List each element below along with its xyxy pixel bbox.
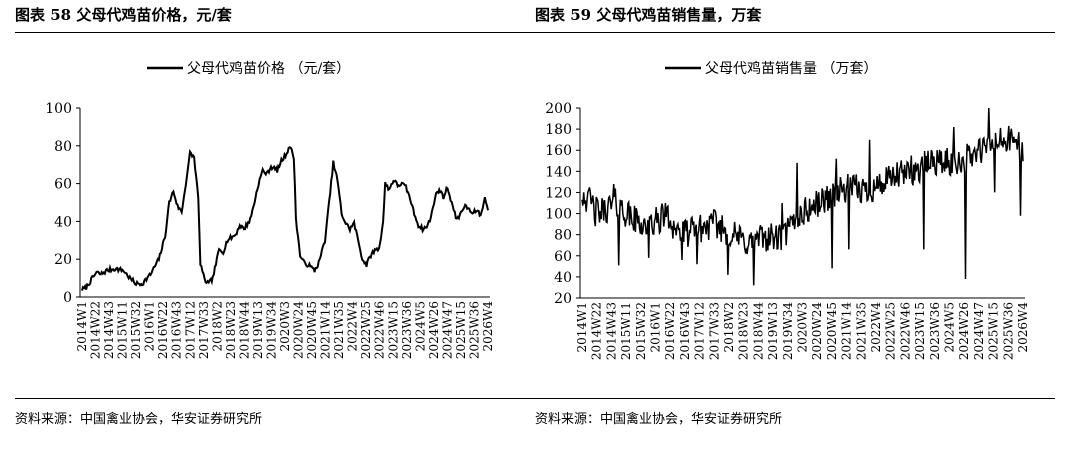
volume-x-tick-label: 2025W15 <box>987 302 1001 360</box>
volume-x-tick-label: 2019W34 <box>781 302 795 361</box>
figure-59-title: 图表 59 父母代鸡苗销售量，万套 <box>535 6 762 24</box>
price-x-tick-label: 2014W22 <box>89 301 103 359</box>
volume-x-tick-label: 2022W4 <box>869 302 883 353</box>
volume-x-tick-label: 2016W22 <box>663 302 677 360</box>
price-x-tick-label: 2018W2 <box>210 301 224 352</box>
bottom-divider <box>15 398 1055 399</box>
price-x-tick-label: 2021W14 <box>319 301 333 360</box>
price-x-tick-label: 2018W44 <box>237 301 251 360</box>
volume-x-tick-label: 2015W32 <box>634 302 648 360</box>
price-y-tick-label: 60 <box>54 177 72 193</box>
volume-x-tick-label: 2016W1 <box>649 302 663 353</box>
volume-x-tick-label: 2020W45 <box>825 302 839 360</box>
price-x-tick-label: 2019W13 <box>251 301 265 359</box>
volume-y-tick-label: 40 <box>554 270 572 286</box>
price-x-tick-label: 2015W11 <box>116 301 130 359</box>
price-x-tick-label: 2025W36 <box>467 301 481 359</box>
price-x-tick-label: 2017W12 <box>183 301 197 359</box>
volume-y-tick-label: 200 <box>545 101 572 117</box>
top-divider <box>15 32 1055 33</box>
volume-x-tick-label: 2021W35 <box>854 302 868 360</box>
price-x-ticks: 2014W1 2014W22 2014W43 2015W11 2015W32 2016W1… <box>75 301 495 360</box>
volume-chart: 父母代鸡苗销售量 （万套） 20 40 60 80 100 120 140 160 180 200… <box>545 60 1030 361</box>
volume-y-tick-label: 140 <box>545 164 572 180</box>
price-x-tick-label: 2023W36 <box>400 301 414 359</box>
volume-x-tick-label: 2018W23 <box>737 302 751 360</box>
price-y-tick-label: 100 <box>45 101 72 117</box>
figure-59-source: 资料来源：中国禽业协会，华安证券研究所 <box>535 412 783 427</box>
price-x-tick-label: 2020W24 <box>292 301 306 360</box>
volume-x-tick-label: 2024W5 <box>943 302 957 353</box>
volume-x-tick-label: 2020W24 <box>810 302 824 361</box>
volume-y-tick-label: 60 <box>554 249 572 265</box>
volume-x-tick-label: 2025W36 <box>1001 302 1015 360</box>
price-x-tick-label: 2022W46 <box>373 301 387 359</box>
price-y-ticks: 0 20 40 60 80 100 <box>45 101 80 306</box>
price-legend: 父母代鸡苗价格 （元/套） <box>147 60 350 77</box>
volume-x-tick-label: 2020W3 <box>796 302 810 353</box>
price-y-tick-label: 20 <box>54 252 72 268</box>
price-x-tick-label: 2014W43 <box>102 301 116 359</box>
figure-58-source: 资料来源：中国禽业协会，华安证券研究所 <box>15 412 263 427</box>
price-legend-label: 父母代鸡苗价格 （元/套） <box>187 60 350 77</box>
price-x-tick-label: 2016W22 <box>156 301 170 359</box>
price-y-tick-label: 80 <box>54 139 72 155</box>
volume-x-tick-label: 2024W26 <box>957 302 971 360</box>
volume-x-tick-label: 2026W4 <box>1016 302 1030 353</box>
figure-58-title: 图表 58 父母代鸡苗价格，元/套 <box>15 6 232 24</box>
price-x-tick-label: 2016W43 <box>170 301 184 359</box>
volume-x-tick-label: 2017W33 <box>707 302 721 360</box>
price-x-tick-label: 2020W3 <box>278 301 292 352</box>
price-x-tick-label: 2025W15 <box>454 301 468 359</box>
price-x-tick-label: 2021W35 <box>332 301 346 359</box>
volume-x-tick-label: 2022W25 <box>884 302 898 360</box>
price-x-tick-label: 2016W1 <box>143 301 157 352</box>
price-y-tick-label: 40 <box>54 214 72 230</box>
price-chart: 父母代鸡苗价格 （元/套） 0 20 40 60 80 100 2014W1 2014W22… <box>45 60 495 360</box>
price-x-tick-label: 2024W26 <box>427 301 441 359</box>
price-x-tick-label: 2026W4 <box>481 301 495 352</box>
volume-x-ticks: 2014W1 2014W22 2014W43 2015W11 2015W32 2016W1… <box>575 302 1030 361</box>
price-y-tick-label: 0 <box>63 290 72 306</box>
price-x-tick-label: 2015W32 <box>129 301 143 359</box>
volume-y-tick-label: 180 <box>545 122 572 138</box>
price-x-tick-label: 2024W47 <box>440 301 454 359</box>
volume-x-tick-label: 2015W11 <box>619 302 633 360</box>
volume-series-line <box>581 107 1024 286</box>
volume-y-ticks: 20 40 60 80 100 120 140 160 180 200 <box>545 101 580 307</box>
volume-x-tick-label: 2023W36 <box>928 302 942 360</box>
volume-x-tick-label: 2019W13 <box>766 302 780 360</box>
volume-x-tick-label: 2014W43 <box>604 302 618 360</box>
volume-y-tick-label: 100 <box>545 207 572 223</box>
volume-x-tick-label: 2018W2 <box>722 302 736 353</box>
price-x-tick-label: 2019W34 <box>264 301 278 360</box>
price-x-tick-label: 2018W23 <box>224 301 238 359</box>
price-x-tick-label: 2014W1 <box>75 301 89 352</box>
volume-x-tick-label: 2021W14 <box>840 302 854 361</box>
volume-x-tick-label: 2017W12 <box>693 302 707 360</box>
volume-y-tick-label: 80 <box>554 228 572 244</box>
volume-x-tick-label: 2022W46 <box>898 302 912 360</box>
volume-legend-label: 父母代鸡苗销售量 （万套） <box>705 60 877 77</box>
price-series-line <box>81 146 489 291</box>
volume-x-tick-label: 2014W1 <box>575 302 589 353</box>
volume-y-tick-label: 120 <box>545 185 572 201</box>
volume-legend: 父母代鸡苗销售量 （万套） <box>665 60 877 77</box>
volume-y-tick-label: 20 <box>554 291 572 307</box>
volume-x-tick-label: 2024W47 <box>972 302 986 360</box>
volume-x-tick-label: 2014W22 <box>590 302 604 360</box>
price-x-tick-label: 2022W4 <box>346 301 360 352</box>
volume-x-tick-label: 2023W15 <box>913 302 927 360</box>
price-x-tick-label: 2024W5 <box>413 301 427 352</box>
volume-x-tick-label: 2016W43 <box>678 302 692 360</box>
price-x-tick-label: 2017W33 <box>197 301 211 359</box>
volume-x-tick-label: 2018W44 <box>751 302 765 361</box>
price-x-tick-label: 2023W15 <box>386 301 400 359</box>
price-x-tick-label: 2020W45 <box>305 301 319 359</box>
price-x-tick-label: 2022W25 <box>359 301 373 359</box>
volume-y-tick-label: 160 <box>545 143 572 159</box>
